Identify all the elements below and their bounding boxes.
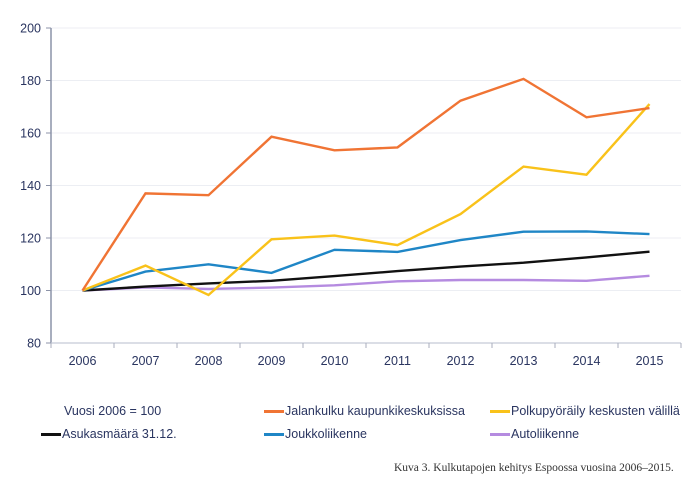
figure-caption: Kuva 3. Kulkutapojen kehitys Espoossa vu… [394,462,674,474]
x-tick-label: 2010 [321,354,349,368]
series-line-joukkoliikenne [82,230,650,292]
legend-item-autoliikenne: Autoliikenne [490,427,579,441]
series-line-jalankulku-kaupunkikeskuksissa [81,77,650,292]
legend-label: Autoliikenne [511,427,580,441]
y-tick-label: 160 [20,127,41,141]
x-tick-label: 2014 [573,354,601,368]
x-tick-label: 2008 [195,354,223,368]
legend-note-text: Vuosi 2006 = 100 [64,404,162,418]
series-line-autoliikenne [82,274,650,292]
legend-label: Jalankulku kaupunkikeskuksissa [285,404,465,418]
legend-swatch-asukasmaara [41,432,61,436]
legend-swatch-autoliikenne [490,432,510,436]
y-tick-label: 200 [20,22,41,36]
legend-label: Joukkoliikenne [285,427,367,441]
legend-swatch-jalankulku [264,409,284,413]
legend-item-jalankulku: Jalankulku kaupunkikeskuksissa [264,404,465,418]
x-tick-label: 2007 [132,354,160,368]
x-tick-labels: 2006 2007 2008 2009 2010 2011 2012 2013 2014 2015 [69,354,664,368]
line-chart: 80 100 120 140 160 180 200 2006 2007 2008 2009 201… [20,22,682,368]
series-lines [81,77,651,297]
y-tick-label: 100 [20,284,41,298]
x-tick-label: 2006 [69,354,97,368]
y-tick-labels: 80 100 120 140 160 180 200 [20,22,41,351]
legend-swatch-joukkoliikenne [264,432,284,436]
axes [46,27,682,348]
series-line-asukasmaara-31-12 [82,250,650,292]
legend-label: Asukasmäärä 31.12. [62,427,177,441]
legend-item-joukkoliikenne: Joukkoliikenne [264,427,367,441]
x-tick-label: 2015 [636,354,664,368]
y-tick-label: 80 [27,337,41,351]
legend-label: Polkupyöräily keskusten välillä [511,404,680,418]
legend-item-polkupyoraily: Polkupyöräily keskusten välillä [490,404,680,418]
legend-item-asukasmaara: Asukasmäärä 31.12. [41,427,177,441]
legend-note: Vuosi 2006 = 100 [64,404,161,418]
y-tick-label: 140 [20,179,41,193]
x-tick-label: 2013 [510,354,538,368]
y-tick-label: 180 [20,74,41,88]
x-tick-label: 2012 [447,354,475,368]
y-tick-label: 120 [20,232,41,246]
series-line-polkupyoraily-keskusten-valilla [82,103,651,297]
gridlines [51,27,681,291]
x-tick-label: 2009 [258,354,286,368]
x-tick-label: 2011 [384,354,411,368]
legend-swatch-polkupyoraily [490,409,510,413]
